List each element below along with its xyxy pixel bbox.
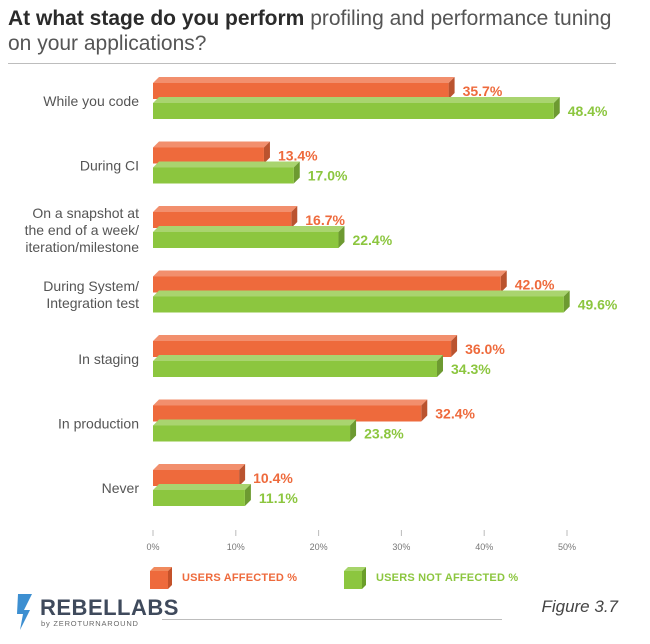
bar-chart: While you code 35.7% 48.4% During CI 13.4% 17… xyxy=(25,77,618,552)
bar-top-face xyxy=(153,355,444,361)
bar-side-face xyxy=(421,399,428,422)
bar-users-affected xyxy=(153,212,292,228)
chart-title-bold: At what stage do you perform xyxy=(8,7,305,30)
bar-top-face xyxy=(153,419,357,426)
legend-swatch-affected xyxy=(150,567,172,589)
data-label: 36.0% xyxy=(465,341,505,357)
bar-top-face xyxy=(153,335,458,341)
category-label: While you code xyxy=(43,93,139,109)
bar-side-face xyxy=(338,226,345,248)
data-label: 17.0% xyxy=(308,168,348,184)
data-label: 32.4% xyxy=(435,406,475,422)
bar-users-affected xyxy=(153,341,452,357)
bar-side-face xyxy=(244,484,251,506)
bar-side-face xyxy=(437,355,444,377)
logo-brand-text: REBELLABS xyxy=(40,595,179,620)
category-label: During System/ xyxy=(43,278,139,294)
category-label: Never xyxy=(102,480,140,496)
data-label: 11.1% xyxy=(259,490,298,506)
category-label: In staging xyxy=(78,351,139,367)
bar-top-face xyxy=(153,161,300,168)
bar-top-face xyxy=(153,226,345,232)
logo-subtext: by ZEROTURNAROUND xyxy=(41,619,139,628)
data-label: 35.7% xyxy=(463,83,503,99)
bar-side-face xyxy=(293,161,300,184)
legend-label-not-affected: USERS NOT AFFECTED % xyxy=(376,572,519,584)
bar-users-not-affected xyxy=(153,490,245,506)
category-label: In production xyxy=(58,416,139,432)
category-label: iteration/milestone xyxy=(25,239,139,255)
bar-users-not-affected xyxy=(153,425,351,442)
x-tick-label: 30% xyxy=(392,542,410,552)
bar-users-not-affected xyxy=(153,296,564,313)
data-label: 16.7% xyxy=(305,212,345,228)
bar-side-face xyxy=(448,77,455,99)
figure-label: Figure 3.7 xyxy=(541,597,618,616)
bar-users-affected xyxy=(153,405,422,422)
legend-item-not-affected: USERS NOT AFFECTED % xyxy=(344,567,518,589)
bar-side-face xyxy=(263,141,270,164)
bar-users-not-affected xyxy=(153,361,438,377)
bar-side-face xyxy=(553,97,560,119)
bar-top-face xyxy=(153,206,298,212)
legend-label-affected: USERS AFFECTED % xyxy=(182,572,298,584)
data-label: 42.0% xyxy=(515,277,555,293)
bar-top-face xyxy=(153,484,251,490)
category-label: During CI xyxy=(80,158,139,174)
bar-side-face xyxy=(291,206,298,228)
x-tick-label: 10% xyxy=(227,542,245,552)
bar-users-affected xyxy=(153,276,501,293)
bar-top-face xyxy=(153,399,428,406)
chart-title-rest: profiling and performance tuning on your… xyxy=(8,7,612,55)
data-label: 49.6% xyxy=(578,297,618,313)
bar-side-face xyxy=(500,270,507,293)
legend-item-affected: USERS AFFECTED % xyxy=(150,567,297,589)
data-label: 13.4% xyxy=(278,148,318,164)
data-label: 34.3% xyxy=(451,361,491,377)
title-divider xyxy=(8,63,616,64)
bar-users-not-affected xyxy=(153,167,294,184)
bar-top-face xyxy=(153,97,560,103)
bar-users-not-affected xyxy=(153,232,339,248)
bar-users-affected xyxy=(153,147,264,164)
bar-top-face xyxy=(153,464,246,470)
category-label: the end of a week/ xyxy=(25,222,140,238)
footer-divider xyxy=(162,619,502,620)
bar-users-affected xyxy=(153,83,449,99)
bar-top-face xyxy=(153,290,570,297)
data-label: 10.4% xyxy=(253,470,293,486)
chart-title: At what stage do you perform profiling a… xyxy=(8,6,638,56)
data-label: 23.8% xyxy=(364,426,404,442)
bar-users-affected xyxy=(153,470,240,486)
rebellabs-logo: REBELLABS by ZEROTURNAROUND xyxy=(14,592,178,636)
legend-swatch-not-affected xyxy=(344,567,366,589)
bar-side-face xyxy=(451,335,458,357)
bar-side-face xyxy=(239,464,246,486)
x-tick-label: 0% xyxy=(146,542,159,552)
bar-top-face xyxy=(153,270,507,277)
category-label: Integration test xyxy=(46,295,139,311)
category-label: On a snapshot at xyxy=(32,205,139,221)
bar-users-not-affected xyxy=(153,103,554,119)
bar-top-face xyxy=(153,141,270,148)
data-label: 48.4% xyxy=(568,103,608,119)
bar-side-face xyxy=(350,419,357,442)
x-tick-label: 20% xyxy=(310,542,328,552)
rebellabs-logo-icon xyxy=(17,594,32,630)
bar-side-face xyxy=(563,290,570,313)
x-tick-label: 40% xyxy=(475,542,493,552)
data-label: 22.4% xyxy=(352,232,392,248)
bar-top-face xyxy=(153,77,455,83)
x-tick-label: 50% xyxy=(558,542,576,552)
